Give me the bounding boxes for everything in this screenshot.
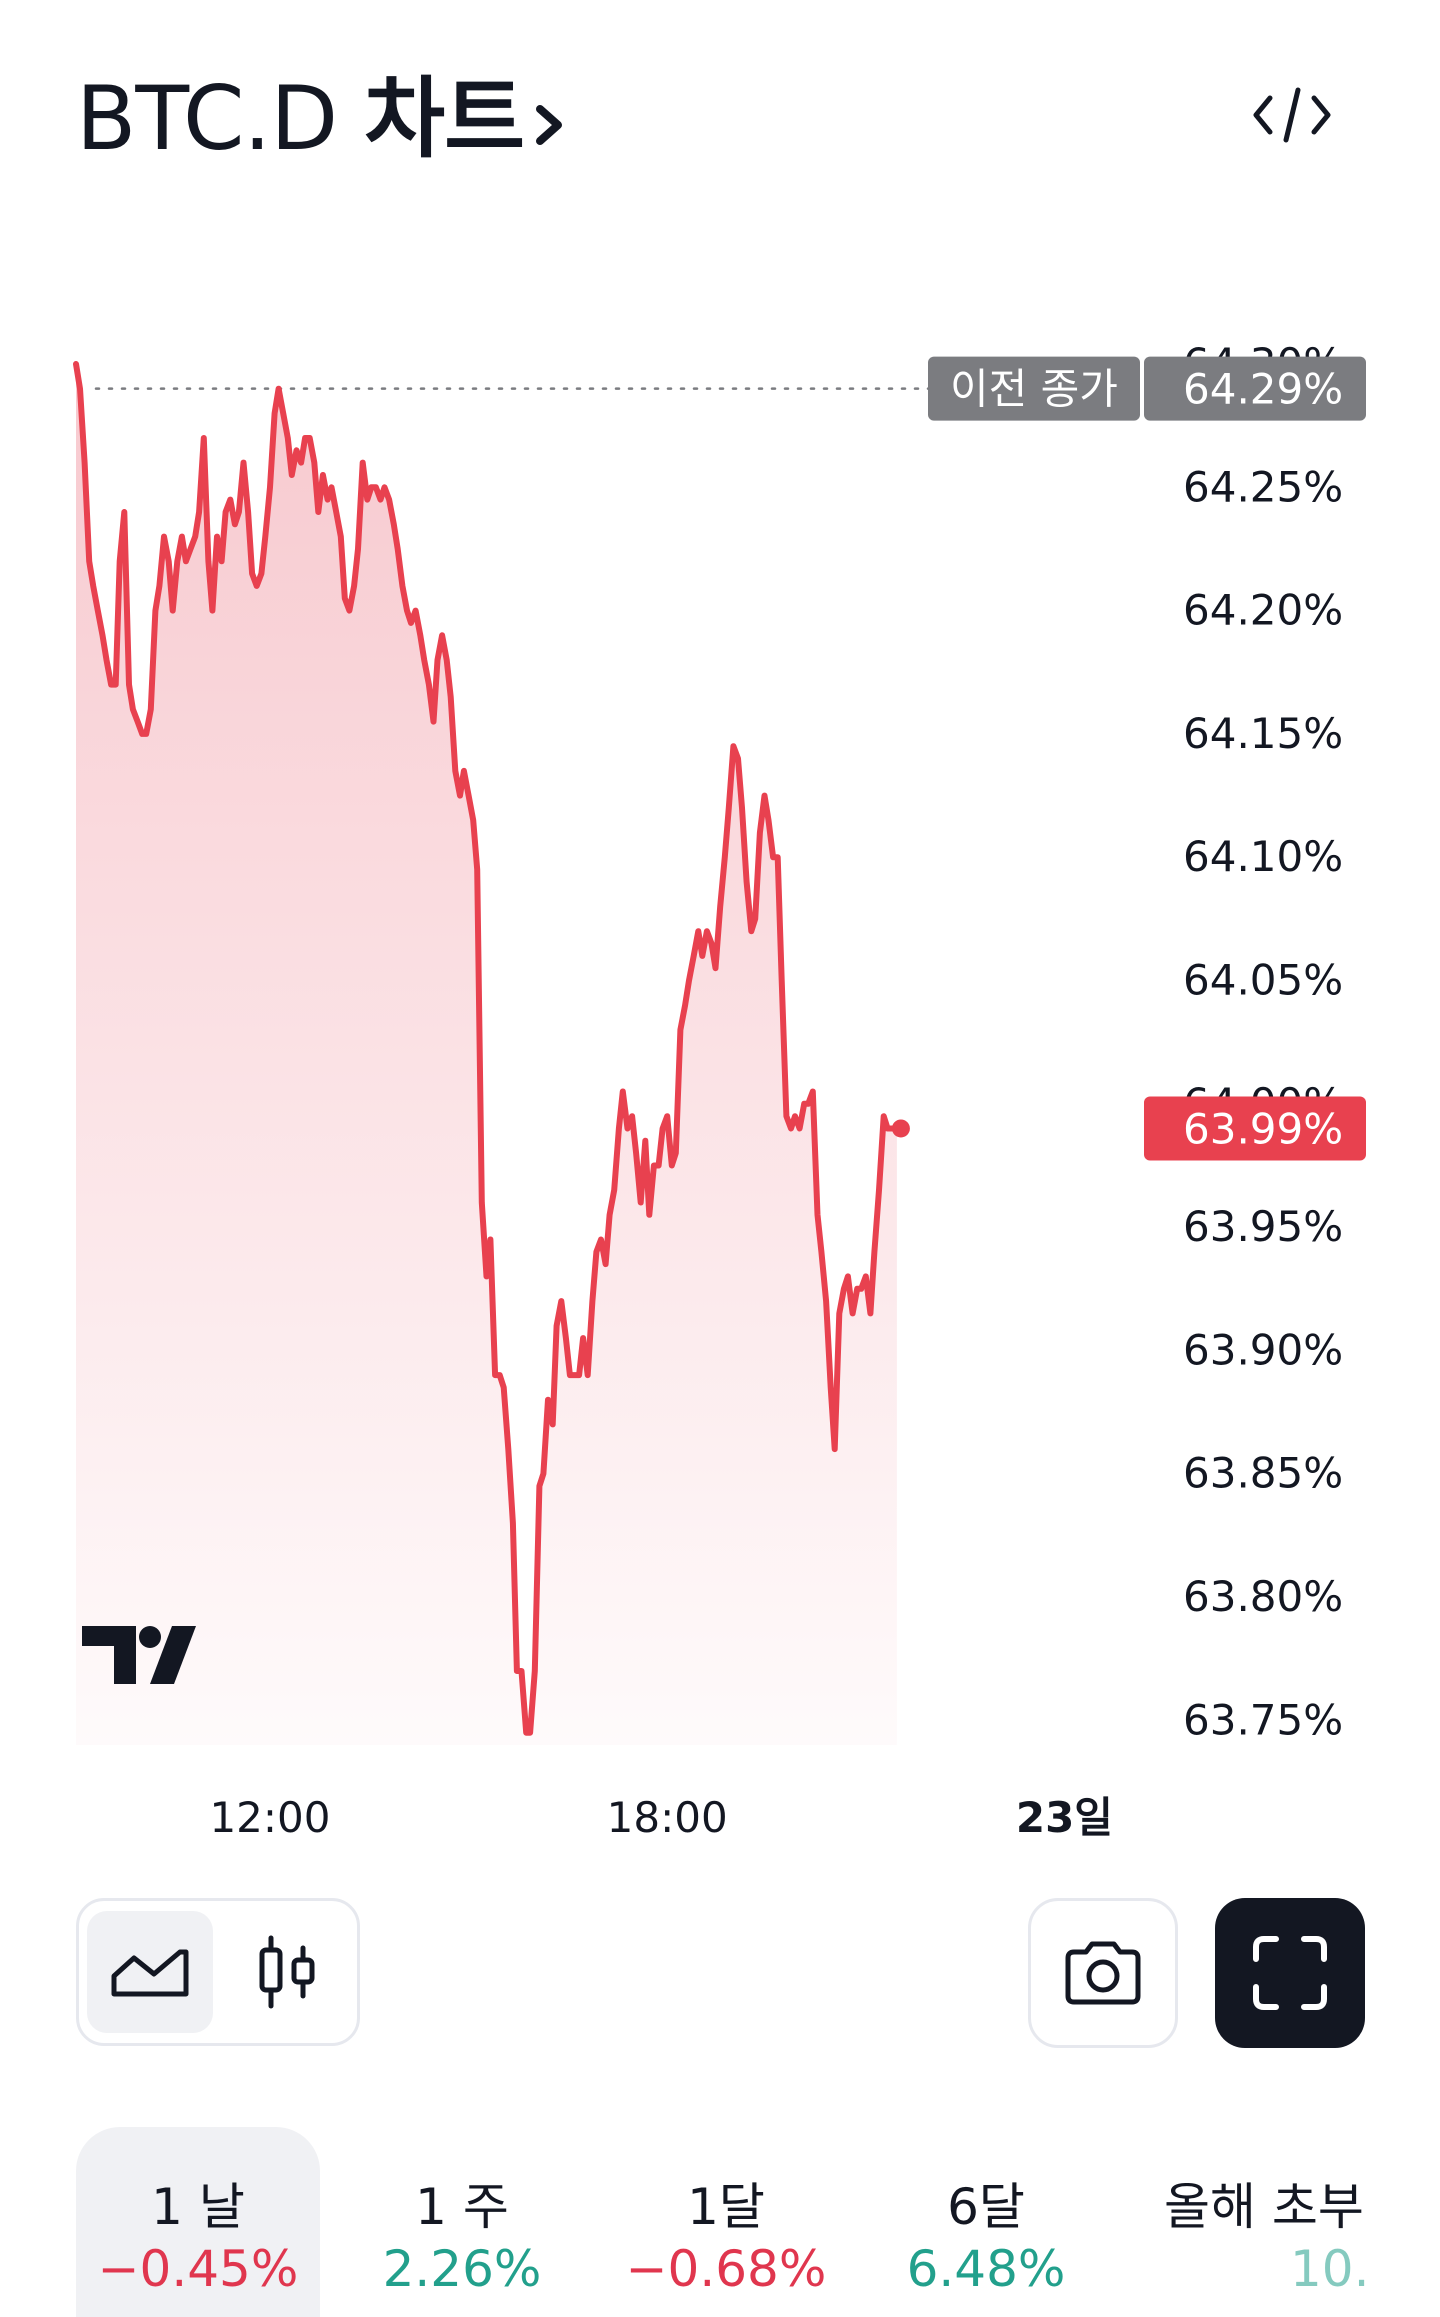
y-tick-label: 64.20%: [1183, 586, 1343, 635]
period-tab-ytd[interactable]: 올해 초부 10.: [1140, 2127, 1440, 2317]
period-tab-1w[interactable]: 1 주 2.26%: [340, 2127, 584, 2317]
last-price-value: 63.99%: [1183, 1104, 1343, 1153]
previous-close-badge: 이전 종가 64.29%: [928, 356, 1366, 421]
x-tick-label: 18:00: [607, 1793, 728, 1842]
y-tick-label: 63.80%: [1183, 1572, 1343, 1621]
area-fill: [76, 364, 897, 1745]
code-icon[interactable]: [1250, 80, 1334, 150]
candlestick-icon: [259, 1935, 315, 2009]
period-change: 10.: [1290, 2240, 1370, 2298]
page-title[interactable]: BTC.D 차트: [76, 64, 570, 174]
previous-close-label-box: [928, 356, 1140, 421]
x-tick-label: 23일: [1016, 1793, 1113, 1842]
period-change: 6.48%: [906, 2240, 1066, 2298]
chart-title-suffix: 차트: [364, 67, 525, 170]
y-tick-label: 63.90%: [1183, 1325, 1343, 1374]
symbol-label: BTC.D: [76, 67, 338, 170]
period-change: −0.45%: [97, 2240, 299, 2298]
previous-close-value: 64.29%: [1183, 365, 1343, 414]
fullscreen-button[interactable]: [1215, 1898, 1365, 2048]
tradingview-logo: [82, 1626, 196, 1684]
period-label: 6달: [947, 2178, 1025, 2236]
period-change: 2.26%: [382, 2240, 542, 2298]
period-label: 1달: [687, 2178, 765, 2236]
period-change: −0.68%: [625, 2240, 827, 2298]
y-tick-label: 64.10%: [1183, 832, 1343, 881]
y-tick-label: 63.75%: [1183, 1695, 1343, 1744]
previous-close-value-box: [1144, 356, 1366, 421]
screenshot-button[interactable]: [1028, 1898, 1178, 2048]
period-selector: 1 날 −0.45% 1 주 2.26% 1달 −0.68% 6달 6.48% …: [0, 2127, 1440, 2317]
period-label: 1 날: [151, 2178, 245, 2236]
y-tick-label: 64.15%: [1183, 709, 1343, 758]
period-label: 1 주: [415, 2178, 509, 2236]
chevron-right-icon: [536, 105, 563, 146]
chart-svg[interactable]: 63.75%63.80%63.85%63.90%63.95%64.00%64.0…: [0, 300, 1440, 1860]
price-line: [73, 361, 900, 1736]
area-chart-button[interactable]: [87, 1911, 213, 2033]
price-chart[interactable]: 63.75%63.80%63.85%63.90%63.95%64.00%64.0…: [0, 300, 1440, 1860]
period-tab-1d[interactable]: 1 날 −0.45%: [76, 2127, 320, 2317]
y-tick-label: 64.25%: [1183, 462, 1343, 511]
x-tick-label: 12:00: [209, 1793, 330, 1842]
period-tab-1m[interactable]: 1달 −0.68%: [604, 2127, 848, 2317]
candlestick-chart-button[interactable]: [225, 1911, 351, 2033]
chart-type-switcher: [76, 1898, 360, 2046]
y-tick-label: 64.05%: [1183, 956, 1343, 1005]
last-price-dot: [891, 1119, 910, 1138]
y-tick-label: 63.95%: [1183, 1202, 1343, 1251]
area-chart-icon: [111, 1949, 189, 1997]
y-tick-label: 63.85%: [1183, 1449, 1343, 1498]
period-label: 올해 초부: [1164, 2178, 1364, 2236]
camera-icon: [1065, 1941, 1141, 2005]
period-tab-6m[interactable]: 6달 6.48%: [864, 2127, 1108, 2317]
last-price-badge: 63.99%: [1144, 1096, 1366, 1161]
header: BTC.D 차트: [0, 0, 1440, 200]
previous-close-label: 이전 종가: [950, 365, 1118, 414]
chart-toolbar: [0, 1898, 1440, 2054]
fullscreen-icon: [1253, 1936, 1327, 2010]
last-price-box: [1144, 1096, 1366, 1161]
